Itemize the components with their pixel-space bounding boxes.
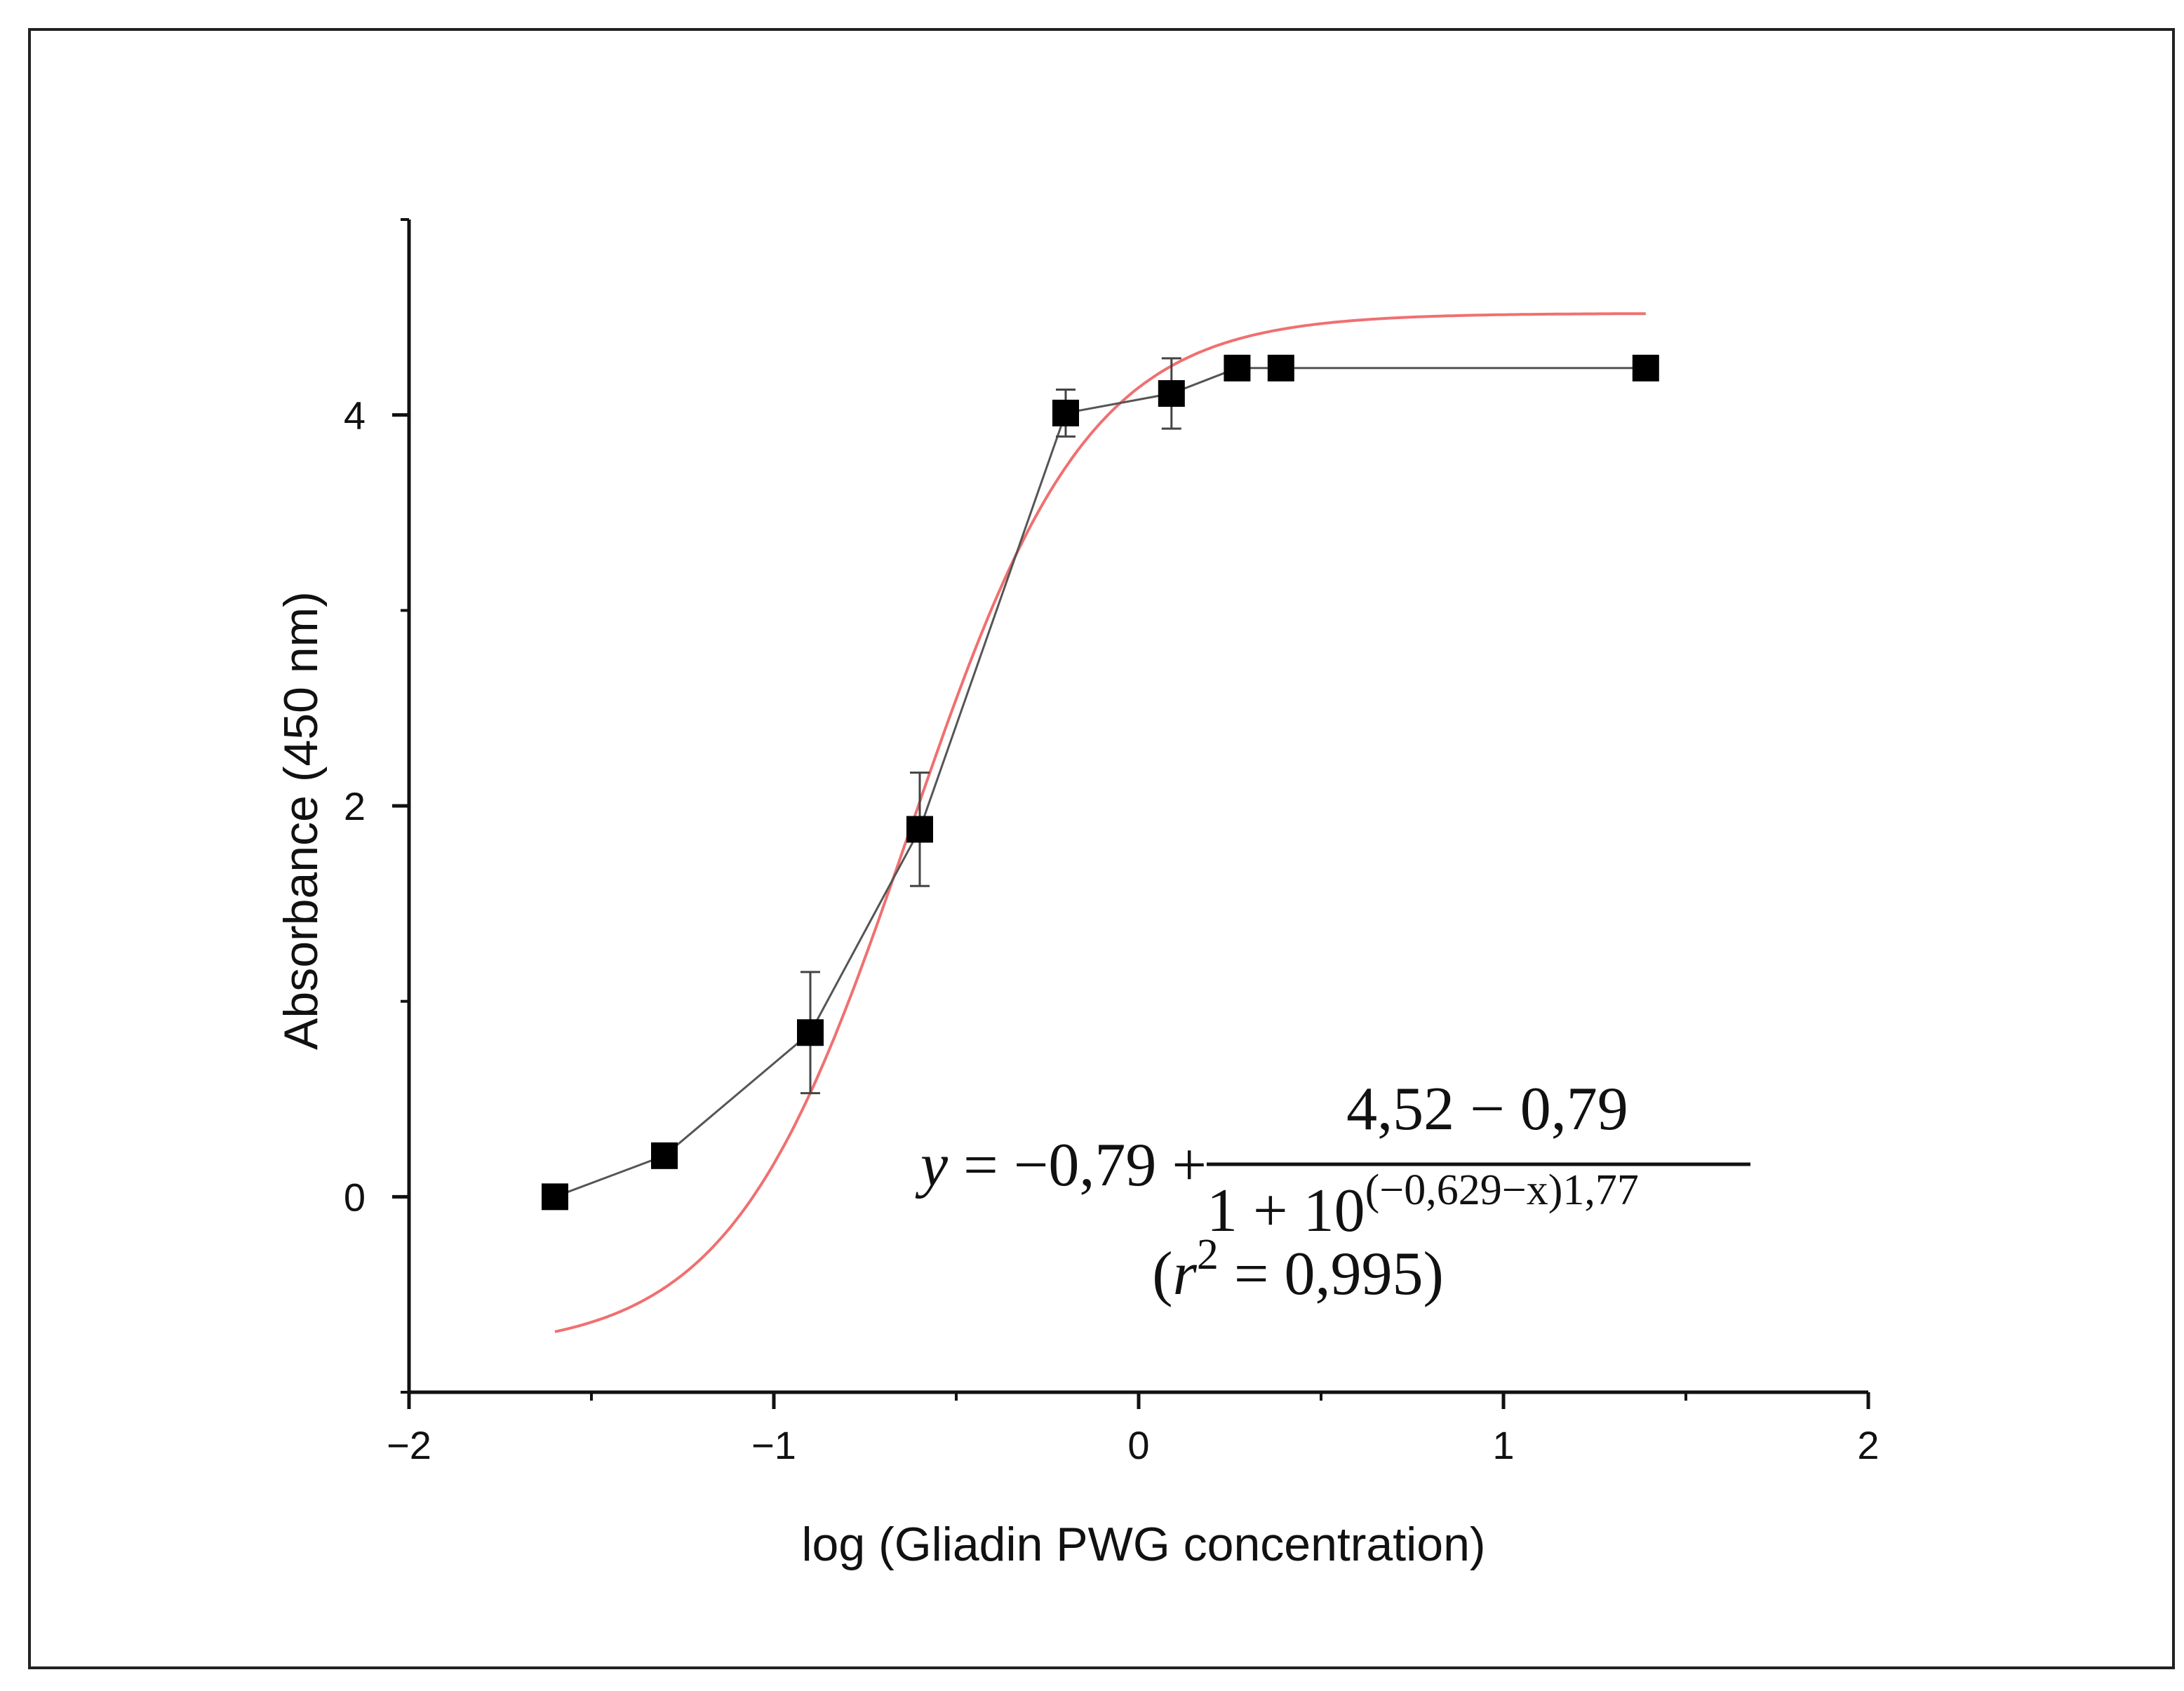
fit-equation: y = −0,79 + 4,52 − 0,79 1 + 10(−0,629−x)… [915,1075,1750,1308]
data-point [651,1142,678,1169]
figure-frame [28,28,2175,1669]
fit-curve [554,312,1646,1333]
x-axis-title: log (Gliadin PWG concentration) [801,1518,1485,1571]
y-tick-label: 0 [344,1175,366,1219]
series-layer [542,354,1659,1211]
data-point [1224,354,1251,382]
equation-lhs: y = −0,79 + [915,1131,1207,1199]
x-tick-label: 0 [1127,1423,1149,1467]
x-tick-label: 2 [1857,1423,1879,1467]
data-point [1052,399,1079,426]
data-point [906,816,933,843]
data-point [1267,354,1294,382]
data-point [1632,354,1659,382]
x-tick-label: −1 [751,1423,796,1467]
y-tick-label: 4 [344,393,366,438]
data-point [542,1183,568,1211]
ticks: −2 −1 0 1 2 0 2 4 [344,218,1880,1467]
x-tick-label: 1 [1492,1423,1514,1467]
fit-layer [554,312,1646,1333]
equation-r-squared: (r2 = 0,995) [1152,1231,1444,1308]
data-point [797,1019,824,1046]
y-axis-title: Absorbance (450 nm) [274,591,328,1050]
series-line [554,367,1646,1198]
data-point [1158,380,1185,407]
equation-numerator: 4,52 − 0,79 [1346,1075,1628,1143]
equation-denominator: 1 + 10(−0,629−x)1,77 [1207,1166,1639,1245]
x-tick-label: −2 [387,1423,431,1467]
y-tick-label: 2 [344,784,366,828]
axes [407,220,1868,1394]
